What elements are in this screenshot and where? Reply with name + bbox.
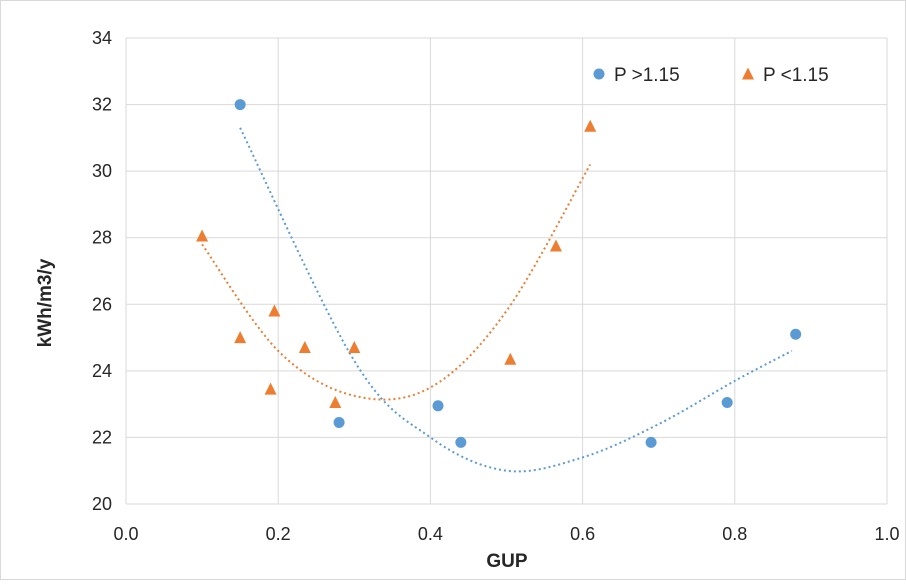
y-tick-label: 32	[92, 95, 112, 115]
y-axis-label: kWh/m3/y	[35, 258, 56, 347]
legend-marker-triangle	[742, 67, 754, 80]
y-tick-label: 26	[92, 294, 112, 314]
x-tick-label: 0.2	[266, 524, 291, 544]
y-tick-label: 28	[92, 228, 112, 248]
data-point-triangle	[298, 341, 311, 354]
point-layer	[196, 99, 802, 448]
data-point-triangle	[196, 229, 209, 242]
data-point-triangle	[329, 395, 342, 408]
y-tick-label: 24	[92, 361, 112, 381]
data-point-circle	[333, 416, 345, 428]
data-point-triangle	[504, 352, 517, 365]
data-point-triangle	[549, 239, 562, 252]
x-tick-label: 0.0	[113, 524, 138, 544]
data-point-triangle	[268, 304, 281, 317]
x-axis-label: GUP	[486, 551, 528, 572]
x-tick-label: 1.0	[874, 524, 899, 544]
data-point-circle	[234, 99, 246, 111]
x-tick-label: 0.6	[570, 524, 595, 544]
data-point-circle	[645, 436, 657, 448]
data-point-triangle	[264, 382, 277, 395]
trendline-layer	[201, 127, 793, 473]
data-point-triangle	[348, 341, 361, 354]
data-point-circle	[790, 328, 802, 340]
y-tick-label: 30	[92, 161, 112, 181]
legend-label: P >1.15	[614, 65, 680, 86]
legend: P >1.15 P <1.15	[593, 65, 829, 86]
legend-marker-circle	[593, 68, 605, 80]
y-tick-label: 20	[92, 494, 112, 514]
grid-layer	[125, 37, 888, 505]
y-tick-label: 34	[92, 28, 112, 48]
trendline-triangle	[201, 163, 592, 401]
data-point-circle	[721, 396, 733, 408]
x-tick-label: 0.8	[722, 524, 747, 544]
data-point-circle	[455, 436, 467, 448]
tick-label-layer: 20 22 24 26 28 30 32 34 0.0 0.2 0.4 0.6 0.8 1.0	[92, 28, 900, 544]
legend-label: P <1.15	[763, 65, 829, 86]
x-tick-label: 0.4	[418, 524, 443, 544]
trendline-circle	[239, 127, 793, 473]
data-point-circle	[432, 400, 444, 412]
y-tick-label: 22	[92, 427, 112, 447]
data-point-triangle	[584, 119, 597, 132]
data-point-triangle	[234, 331, 247, 344]
